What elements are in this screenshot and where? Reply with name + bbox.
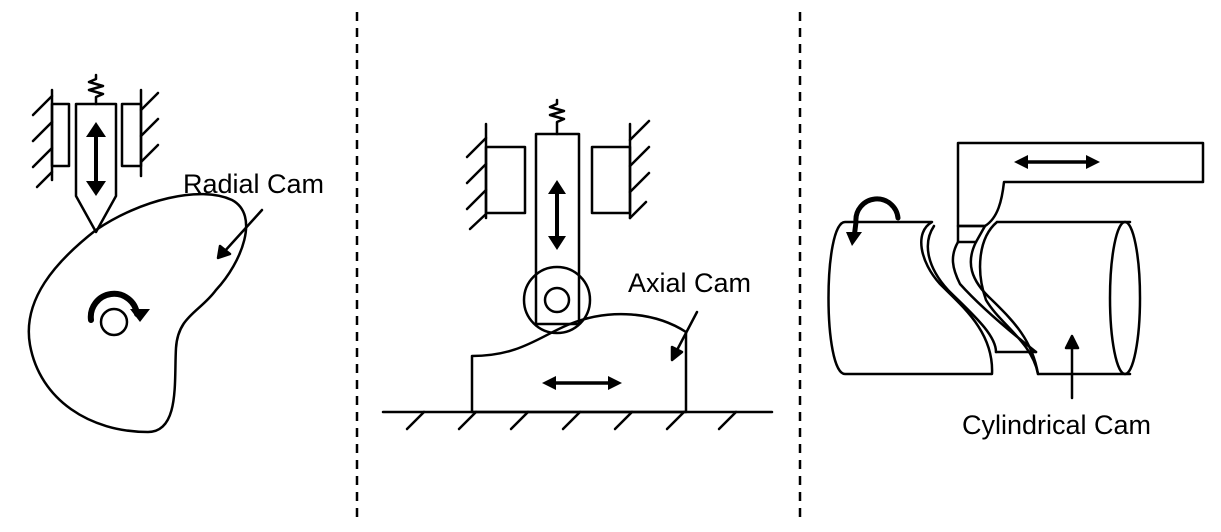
rotation-arrow-icon	[87, 290, 150, 323]
guide-block-right	[590, 145, 632, 215]
cylindrical-cam-pointer-head	[1064, 334, 1080, 350]
radial-cam-pointer-head	[216, 244, 232, 260]
double-arrow-icon	[548, 180, 566, 250]
axial-cam-pointer-head	[670, 345, 684, 362]
horizontal-double-arrow-icon	[1014, 155, 1100, 169]
cylinder-body-left	[827, 220, 994, 376]
radial-cam-label: Radial Cam	[183, 169, 324, 199]
guide-block-left	[50, 102, 71, 168]
spring-icon	[87, 73, 105, 106]
cam-shaft	[99, 307, 129, 337]
roller-follower	[522, 265, 592, 335]
ground-hatch-right	[139, 88, 160, 178]
axial-cam-profile	[470, 312, 688, 414]
cylindrical-cam-label: Cylindrical Cam	[962, 410, 1151, 440]
ground-hatch-right	[628, 119, 651, 220]
roller-follower-stem	[534, 132, 581, 326]
double-arrow-icon	[86, 122, 106, 196]
cylinder-end-face	[1108, 220, 1142, 376]
translating-follower-arm	[956, 141, 1205, 228]
ground-hatch-left	[31, 88, 54, 189]
cylinder-body-right	[978, 220, 1132, 376]
radial-cam-profile	[27, 192, 248, 434]
axial-cam-panel: Axial Cam	[381, 98, 774, 431]
guide-block-left	[484, 145, 527, 215]
rotation-arrow-icon	[846, 196, 901, 246]
cylindrical-cam-panel: Cylindrical Cam	[827, 141, 1205, 440]
axial-cam-label: Axial Cam	[628, 268, 751, 298]
guide-block-right	[120, 102, 143, 168]
follower-tip	[956, 224, 987, 244]
ground-hatch-bottom	[405, 410, 738, 431]
knife-edge-follower	[74, 102, 118, 234]
cam-groove	[926, 224, 1040, 376]
horizontal-double-arrow-icon	[542, 376, 622, 390]
axial-cam-pointer	[674, 310, 699, 354]
roller-pin	[543, 286, 571, 314]
radial-cam-pointer	[222, 208, 264, 254]
ground-hatch-left	[465, 122, 488, 231]
radial-cam-panel: Radial Cam	[27, 73, 324, 434]
spring-icon	[548, 98, 566, 136]
